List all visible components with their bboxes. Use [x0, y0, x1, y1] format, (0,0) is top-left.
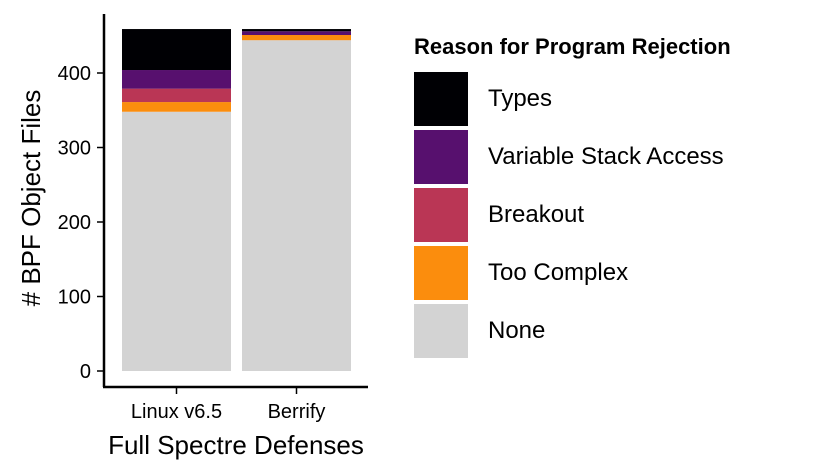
legend-item: Variable Stack Access	[414, 128, 731, 186]
bar-segment-none-1	[242, 40, 351, 371]
x-ticks-group: Linux v6.5 Berrify	[131, 387, 325, 423]
legend-item: Types	[414, 70, 731, 128]
y-axis-title: # BPF Object Files	[16, 90, 46, 307]
legend-item: None	[414, 302, 731, 360]
x-tick-label: Berrify	[268, 401, 326, 423]
legend-item: Breakout	[414, 186, 731, 244]
legend-label: Breakout	[488, 201, 585, 228]
legend-item: Too Complex	[414, 244, 731, 302]
bar-segment-none-0	[122, 111, 231, 372]
bar-segment-breakout-0	[122, 88, 231, 103]
y-tick-label: 100	[58, 287, 91, 309]
legend: Reason for Program Rejection Types Variab…	[414, 34, 731, 360]
legend-swatch	[414, 246, 468, 300]
legend-label: Too Complex	[488, 259, 629, 286]
legend-swatch	[414, 304, 468, 358]
bars-group	[122, 29, 351, 372]
y-tick-label: 300	[58, 138, 91, 160]
bar-segment-variable-stack-access-1	[242, 31, 351, 36]
y-tick-label: 0	[80, 361, 91, 383]
legend-items: Types Variable Stack Access Breakout Too Co…	[414, 70, 731, 360]
legend-label: None	[488, 317, 546, 344]
legend-swatch	[414, 130, 468, 184]
y-ticks-group: 0 100 200 300 400	[58, 63, 104, 383]
legend-label: Types	[488, 85, 553, 112]
legend-title: Reason for Program Rejection	[414, 34, 731, 59]
y-tick-label: 200	[58, 212, 91, 234]
bar-segment-types-1	[242, 29, 351, 32]
bar-segment-variable-stack-access-0	[122, 70, 231, 89]
bar-segment-types-0	[122, 29, 231, 71]
x-tick-label: Linux v6.5	[131, 401, 222, 423]
bar-segment-too-complex-0	[122, 102, 231, 112]
legend-swatch	[414, 188, 468, 242]
bar-segment-too-complex-1	[242, 35, 351, 41]
x-axis-title: Full Spectre Defenses	[108, 430, 364, 460]
legend-label: Variable Stack Access	[488, 143, 724, 170]
legend-swatch	[414, 72, 468, 126]
y-tick-label: 400	[58, 63, 91, 85]
